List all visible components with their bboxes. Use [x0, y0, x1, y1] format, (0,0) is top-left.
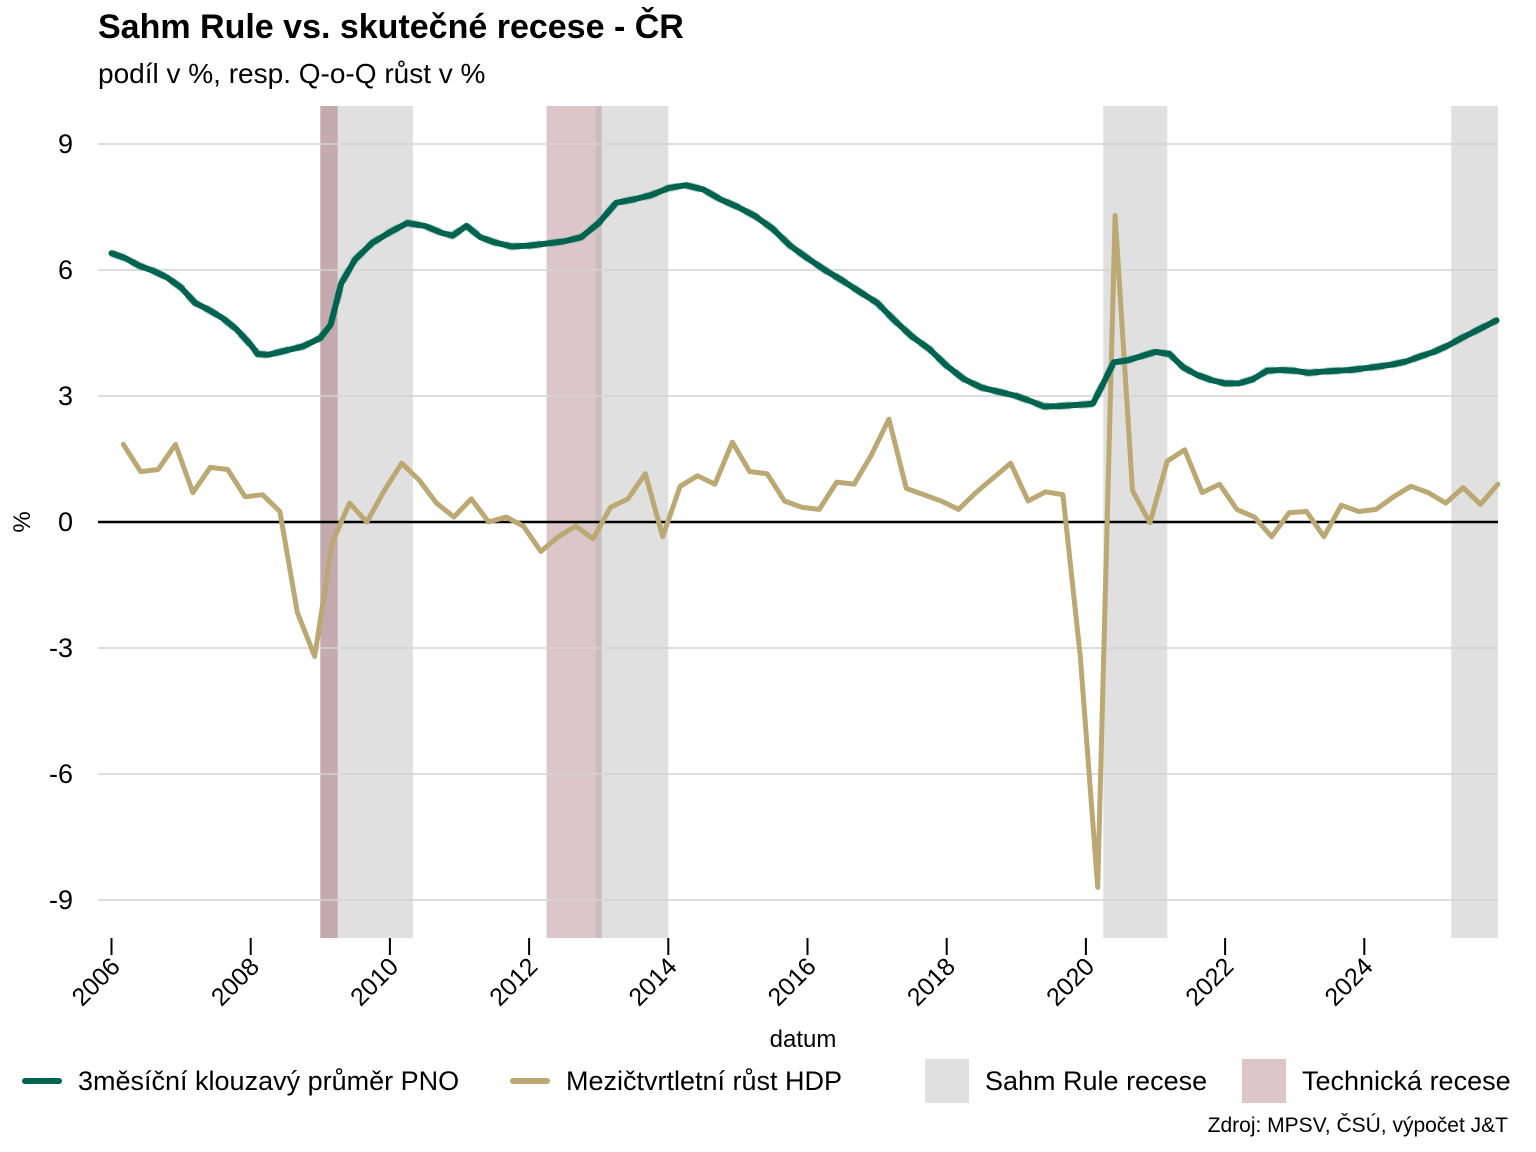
y-tick-label-3: 0: [58, 507, 73, 537]
chart-title: Sahm Rule vs. skutečné recese - ČR: [98, 8, 684, 46]
x-tick-label-7: 2020: [1041, 952, 1100, 1011]
x-tick-label-4: 2014: [623, 952, 682, 1011]
x-tick-label-9: 2024: [1319, 952, 1378, 1011]
y-axis-ticks: 9 6 3 0 -3 -6 -9: [49, 129, 73, 915]
y-tick-label-5: -6: [49, 759, 73, 789]
x-tick-label-2: 2010: [345, 952, 404, 1011]
x-tick-label-8: 2022: [1180, 952, 1239, 1011]
legend-swatch-technical: [1242, 1059, 1286, 1103]
y-axis-label: %: [9, 511, 36, 532]
legend-swatch-hdp: [510, 1078, 550, 1084]
legend-label-sahm: Sahm Rule recese: [985, 1065, 1208, 1096]
x-tick-label-3: 2012: [484, 952, 543, 1011]
legend-label-hdp: Mezičtvrtletní růst HDP: [566, 1065, 843, 1096]
gridlines: [98, 143, 1498, 901]
legend-item-pno: 3měsíční klouzavý průměr PNO: [22, 1058, 459, 1104]
legend-item-sahm: Sahm Rule recese: [925, 1058, 1207, 1104]
legend-label-technical: Technická recese: [1302, 1065, 1511, 1096]
y-tick-label-6: -9: [49, 885, 73, 915]
legend-label-pno: 3měsíční klouzavý průměr PNO: [78, 1065, 460, 1096]
x-tick-label-0: 2006: [67, 952, 126, 1011]
hdp-series-line: [120, 212, 1501, 890]
chart-subtitle: podíl v %, resp. Q-o-Q růst v %: [98, 58, 486, 89]
legend-swatch-pno: [22, 1078, 62, 1084]
pno-series-line: [108, 182, 1500, 410]
x-axis-label: datum: [770, 1026, 837, 1053]
legend-item-hdp: Mezičtvrtletní růst HDP: [510, 1058, 842, 1104]
x-axis-ticks: 2006 2008 2010 2012 2014 2016 2018 2020 2022 2024: [67, 938, 1379, 1012]
y-tick-label-2: 3: [58, 381, 73, 411]
legend-item-technical: Technická recese: [1242, 1058, 1511, 1104]
source-note: Zdroj: MPSV, ČSÚ, výpočet J&T: [1207, 1114, 1508, 1137]
y-tick-label-1: 6: [58, 255, 73, 285]
x-tick-label-1: 2008: [206, 952, 265, 1011]
legend: 3měsíční klouzavý průměr PNO Mezičtvrtle…: [0, 1058, 1536, 1104]
y-tick-label-0: 9: [58, 129, 73, 159]
legend-swatch-sahm: [925, 1059, 969, 1103]
series-lines: [108, 181, 1501, 890]
y-tick-label-4: -3: [49, 633, 73, 663]
x-tick-label-6: 2018: [902, 952, 961, 1011]
x-tick-label-5: 2016: [763, 952, 822, 1011]
